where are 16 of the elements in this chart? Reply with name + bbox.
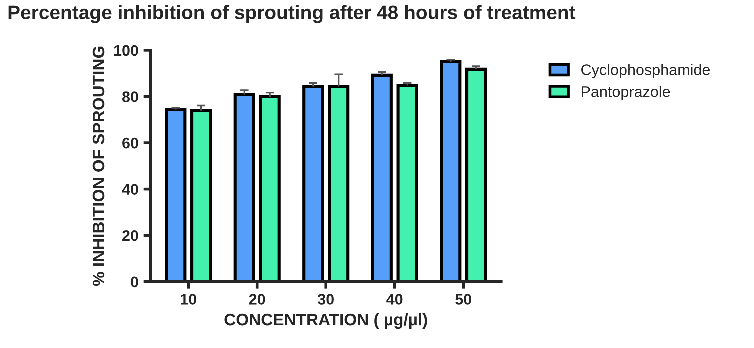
x-axis-title: CONCENTRATION ( µg/µl) bbox=[224, 313, 428, 330]
chart-title: Percentage inhibition of sprouting after 48 hours of treatment bbox=[8, 5, 576, 24]
y-tick-label: 0 bbox=[131, 276, 138, 288]
y-axis-title: % INHIBITION OF SPROUTING bbox=[92, 46, 105, 286]
x-tick-label: 30 bbox=[318, 294, 334, 305]
x-tick-label: 40 bbox=[386, 294, 403, 305]
y-tick-label: 40 bbox=[122, 184, 138, 195]
legend-label: Pantoprazole bbox=[582, 86, 670, 100]
legend-label: Cyclophosphamide bbox=[582, 64, 710, 78]
x-tick-label: 10 bbox=[181, 294, 196, 305]
y-tick-label: 100 bbox=[114, 45, 138, 56]
x-tick-label: 50 bbox=[456, 294, 472, 305]
y-tick-label: 60 bbox=[122, 138, 138, 149]
y-tick-label: 20 bbox=[122, 230, 138, 242]
y-tick-label: 80 bbox=[122, 92, 138, 102]
x-tick-label: 20 bbox=[249, 294, 266, 305]
